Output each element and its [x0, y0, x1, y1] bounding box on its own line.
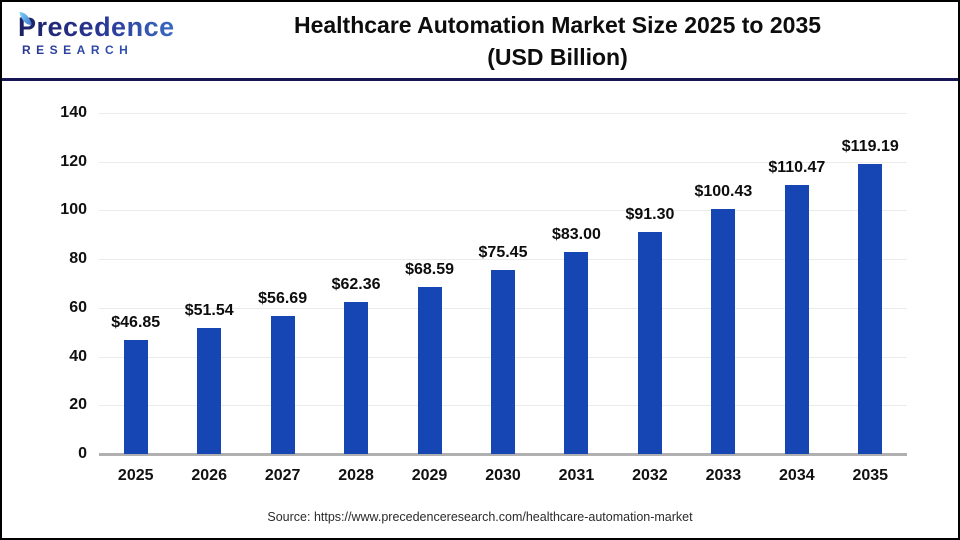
bar-value-label: $68.59	[405, 260, 454, 278]
y-tick-label: 80	[69, 250, 87, 268]
bar	[417, 286, 442, 454]
chart-title-line1: Healthcare Automation Market Size 2025 t…	[293, 12, 822, 38]
chart-title-line2: (USD Billion)	[487, 44, 628, 70]
x-tick-label: 2032	[632, 467, 668, 484]
source-text: Source: https://www.precedenceresearch.c…	[267, 510, 693, 524]
x-tick-label: 2033	[705, 467, 742, 484]
bar	[491, 270, 515, 454]
y-tick-label: 140	[60, 104, 87, 121]
x-tick-label: 2034	[779, 467, 815, 484]
bar	[270, 315, 295, 454]
logo-text-research: RESEARCH	[18, 43, 198, 57]
bar-value-label: $51.54	[184, 302, 234, 320]
header: Precedence RESEARCH Healthcare Automatio…	[2, 2, 958, 78]
x-tick-label: 2027	[264, 467, 301, 484]
bar-value-label: $91.30	[625, 205, 675, 223]
x-tick-label: 2028	[338, 467, 374, 484]
bar-value-label: $46.85	[111, 313, 161, 331]
bar-value-label: $100.43	[694, 183, 753, 201]
y-tick-label: 120	[60, 152, 87, 170]
bar	[123, 339, 148, 454]
y-tick-label: 0	[78, 445, 87, 462]
bar	[711, 209, 736, 454]
x-tick-label: 2026	[191, 467, 227, 484]
bar	[858, 163, 883, 454]
bar-value-label: $56.69	[258, 289, 308, 307]
x-axis-baseline	[99, 453, 907, 456]
bar-value-label: $119.19	[841, 137, 899, 155]
bar	[564, 251, 589, 454]
y-tick-label: 100	[60, 201, 87, 219]
y-tick-label: 40	[69, 347, 87, 365]
bar-value-label: $110.47	[768, 158, 826, 176]
logo-text-precedence: Precedence	[18, 12, 175, 42]
gridline	[99, 161, 907, 163]
chart-title: Healthcare Automation Market Size 2025 t…	[157, 9, 958, 73]
bar-chart: Source: https://www.precedenceresearch.c…	[2, 81, 958, 538]
gridline	[99, 210, 907, 212]
y-tick-label: 20	[69, 396, 87, 414]
bar	[344, 302, 369, 454]
x-tick-label: 2035	[852, 467, 889, 484]
bar-value-label: $75.45	[478, 244, 528, 262]
x-tick-label: 2029	[411, 467, 448, 484]
x-tick-label: 2030	[485, 467, 521, 484]
bar	[784, 184, 809, 454]
bar-value-label: $62.36	[331, 276, 381, 294]
header-divider	[2, 78, 958, 81]
bar	[637, 231, 662, 454]
bar	[197, 328, 222, 454]
gridline	[99, 113, 907, 114]
bar-value-label: $83.00	[551, 225, 601, 243]
y-tick-label: 60	[69, 298, 87, 316]
x-tick-label: 2031	[558, 467, 595, 484]
gridline	[99, 259, 907, 261]
precedence-research-logo: Precedence RESEARCH	[18, 10, 198, 57]
x-tick-label: 2025	[117, 467, 154, 484]
